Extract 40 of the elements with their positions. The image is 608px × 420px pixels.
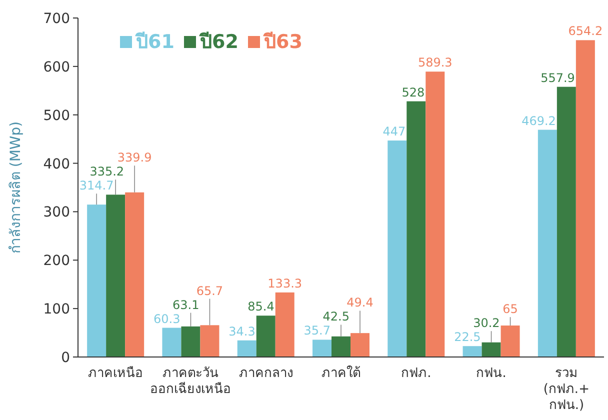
x-tick-label: ภาคตะวัน ออกเฉียงเหนือ (150, 366, 232, 397)
legend-label: ปี61 (135, 31, 174, 53)
data-label: 42.5 (322, 310, 350, 324)
legend-label: ปี62 (199, 31, 238, 53)
data-label: 22.5 (454, 330, 481, 344)
data-label: 30.2 (473, 316, 500, 330)
data-label: 335.2 (90, 164, 124, 179)
data-label: 35.7 (304, 324, 330, 338)
x-tick-label: กฟน. (476, 366, 506, 381)
data-label: 60.3 (153, 312, 180, 326)
x-tick-label: ภาคกลาง (238, 366, 293, 381)
x-tick-label: ภาคใต้ (322, 365, 360, 381)
y-tick-label: 700 (43, 11, 70, 27)
data-label: 133.3 (268, 276, 302, 290)
y-tick-label: 300 (43, 204, 70, 221)
data-label: 34.3 (228, 324, 256, 338)
data-label: 589.3 (418, 56, 452, 70)
y-tick-label: 400 (43, 156, 70, 172)
y-tick-label: 100 (43, 302, 70, 318)
data-label: 65.7 (196, 284, 224, 298)
data-label: 654.2 (568, 24, 603, 38)
x-tick-label: ภาคเหนือ (88, 365, 144, 381)
y-tick-label: 0 (61, 350, 70, 366)
data-label: 339.9 (117, 150, 152, 165)
data-label: 65 (502, 302, 518, 316)
data-label: 447 (382, 124, 406, 139)
data-label: 63.1 (172, 298, 200, 312)
data-label: 85.4 (248, 300, 274, 314)
legend-label: ปี63 (263, 31, 302, 53)
data-label: 557.9 (540, 70, 575, 85)
y-axis-title: กำลังการผลิต (MWp) (8, 121, 24, 254)
y-tick-label: 200 (43, 253, 70, 270)
y-tick-label: 500 (43, 108, 70, 124)
data-label: 49.4 (346, 296, 374, 310)
data-label: 469.2 (522, 114, 556, 128)
data-label: 314.7 (79, 178, 114, 193)
y-tick-label: 600 (43, 59, 70, 76)
x-tick-label: กฟภ. (401, 366, 432, 381)
data-label: 528 (402, 85, 425, 100)
x-tick-label: รวม (กฟภ.+ กฟน.) (543, 366, 590, 413)
